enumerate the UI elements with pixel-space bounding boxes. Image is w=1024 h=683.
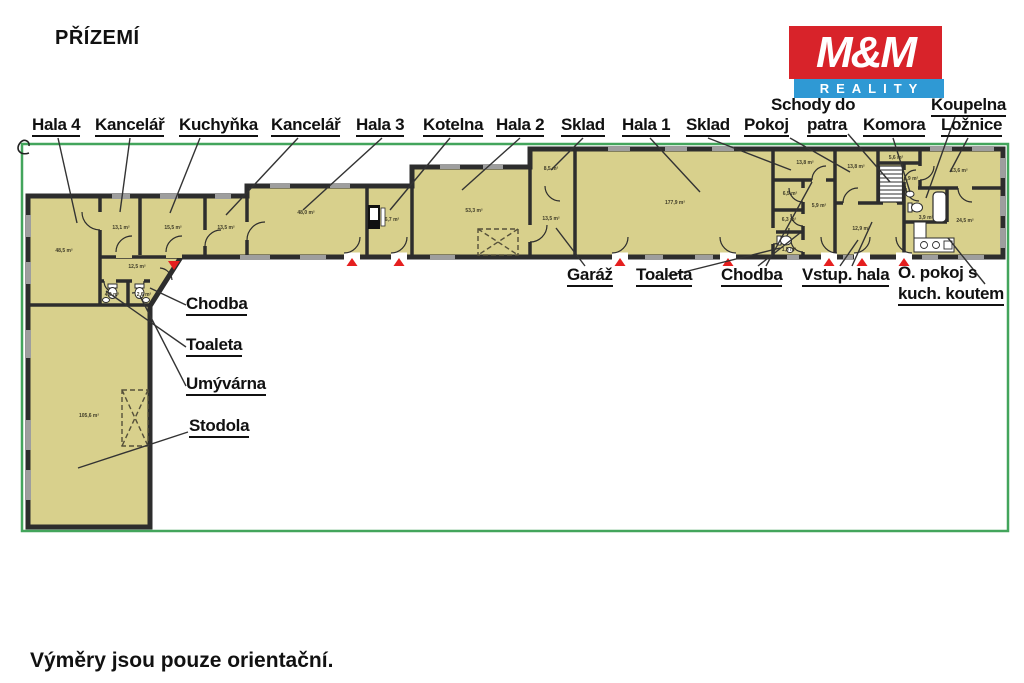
room-label-kotelna: Kotelna [423,116,484,137]
bathtub-icon [932,191,947,223]
kitchen-counter-icon [913,221,955,253]
room-label-loznice: Ložnice [941,116,1002,137]
room-label-opokoj-line2: kuch. koutem [898,285,1004,306]
room-label-hala3: Hala 3 [356,116,405,137]
room-label-chodba-right: Chodba [721,266,783,287]
room-label-vstup-hala: Vstup. hala [802,266,890,287]
svg-text:13,5 m²: 13,5 m² [542,216,560,222]
svg-text:12,9 m²: 12,9 m² [852,226,870,232]
svg-text:13,8 m²: 13,8 m² [796,160,814,166]
boiler-icon [368,205,386,229]
room-label-toaleta-left: Toaleta [186,336,242,357]
svg-text:13,1 m²: 13,1 m² [112,225,130,231]
svg-text:48,0 m²: 48,0 m² [297,210,315,216]
svg-text:13,6 m²: 13,6 m² [950,168,968,174]
room-label-kancelar2: Kancelář [271,116,341,137]
room-label-chodba-left: Chodba [186,295,248,316]
logo-mark: M&M [789,26,942,79]
mm-reality-logo: M&M REALITY [789,26,945,98]
room-label-garaz: Garáž [567,266,613,287]
svg-text:6,3 m²: 6,3 m² [782,217,797,223]
interior-door-gaps [97,166,972,284]
svg-text:13,5 m²: 13,5 m² [217,225,235,231]
svg-text:105,6 m²: 105,6 m² [79,413,99,419]
svg-text:2,6 m²: 2,6 m² [137,292,152,298]
plot-boundary [20,142,1010,533]
room-label-sklad2: Sklad [686,116,730,137]
stairs-icon [878,165,904,203]
svg-text:5,9 m²: 5,9 m² [812,203,827,209]
window-segments [26,146,1005,500]
room-label-hala2: Hala 2 [496,116,545,137]
svg-text:3,9 m²: 3,9 m² [919,215,934,221]
svg-text:13,8 m²: 13,8 m² [847,164,865,170]
page-title: PŘÍZEMÍ [55,27,140,49]
svg-text:53,3 m²: 53,3 m² [465,208,483,214]
dashed-opening [121,228,519,447]
room-label-kuchynka: Kuchyňka [179,116,258,137]
room-area-labels: 48,5 m² 13,1 m² 15,5 m² 13,5 m² 48,0 m² … [55,155,974,419]
svg-text:48,5 m²: 48,5 m² [55,248,73,254]
svg-text:4,0 m²: 4,0 m² [105,292,120,298]
svg-text:15,5 m²: 15,5 m² [164,225,182,231]
room-label-toaleta-right: Toaleta [636,266,692,287]
svg-text:6,5 m²: 6,5 m² [783,191,798,197]
disclaimer-note: Výměry jsou pouze orientační. [30,649,334,672]
room-label-komora: Komora [863,116,926,137]
entrance-marker [168,258,910,270]
svg-text:12,5 m²: 12,5 m² [128,264,146,270]
svg-text:24,5 m²: 24,5 m² [956,218,974,224]
sink-icon [102,190,915,303]
room-label-hala4: Hala 4 [32,116,81,137]
toilet-icon [107,202,923,299]
room-label-schody-line2: patra [807,116,847,137]
room-label-stodola: Stodola [189,417,250,438]
entrance-door-gaps [344,252,912,261]
room-label-opokoj-line1: O. pokoj s [898,263,978,282]
room-label-schody-line1: Schody do [771,95,856,114]
room-label-kancelar1: Kancelář [95,116,165,137]
room-label-pokoj: Pokoj [744,116,789,137]
logo-subtitle: REALITY [794,79,944,98]
leader-lines [57,116,986,469]
room-label-sklad1: Sklad [561,116,605,137]
svg-text:5,6 m²: 5,6 m² [889,155,904,161]
svg-text:6,7 m²: 6,7 m² [385,217,400,223]
room-label-umyvarna: Umývárna [186,375,266,396]
svg-text:6,9 m²: 6,9 m² [904,176,919,182]
svg-text:8,5 m²: 8,5 m² [544,166,559,172]
svg-text:177,9 m²: 177,9 m² [665,200,685,206]
room-label-hala1: Hala 1 [622,116,671,137]
boundary-corner-mark [17,139,30,155]
svg-text:1,5 m²: 1,5 m² [782,247,797,253]
room-label-koupelna: Koupelna [931,96,1006,117]
